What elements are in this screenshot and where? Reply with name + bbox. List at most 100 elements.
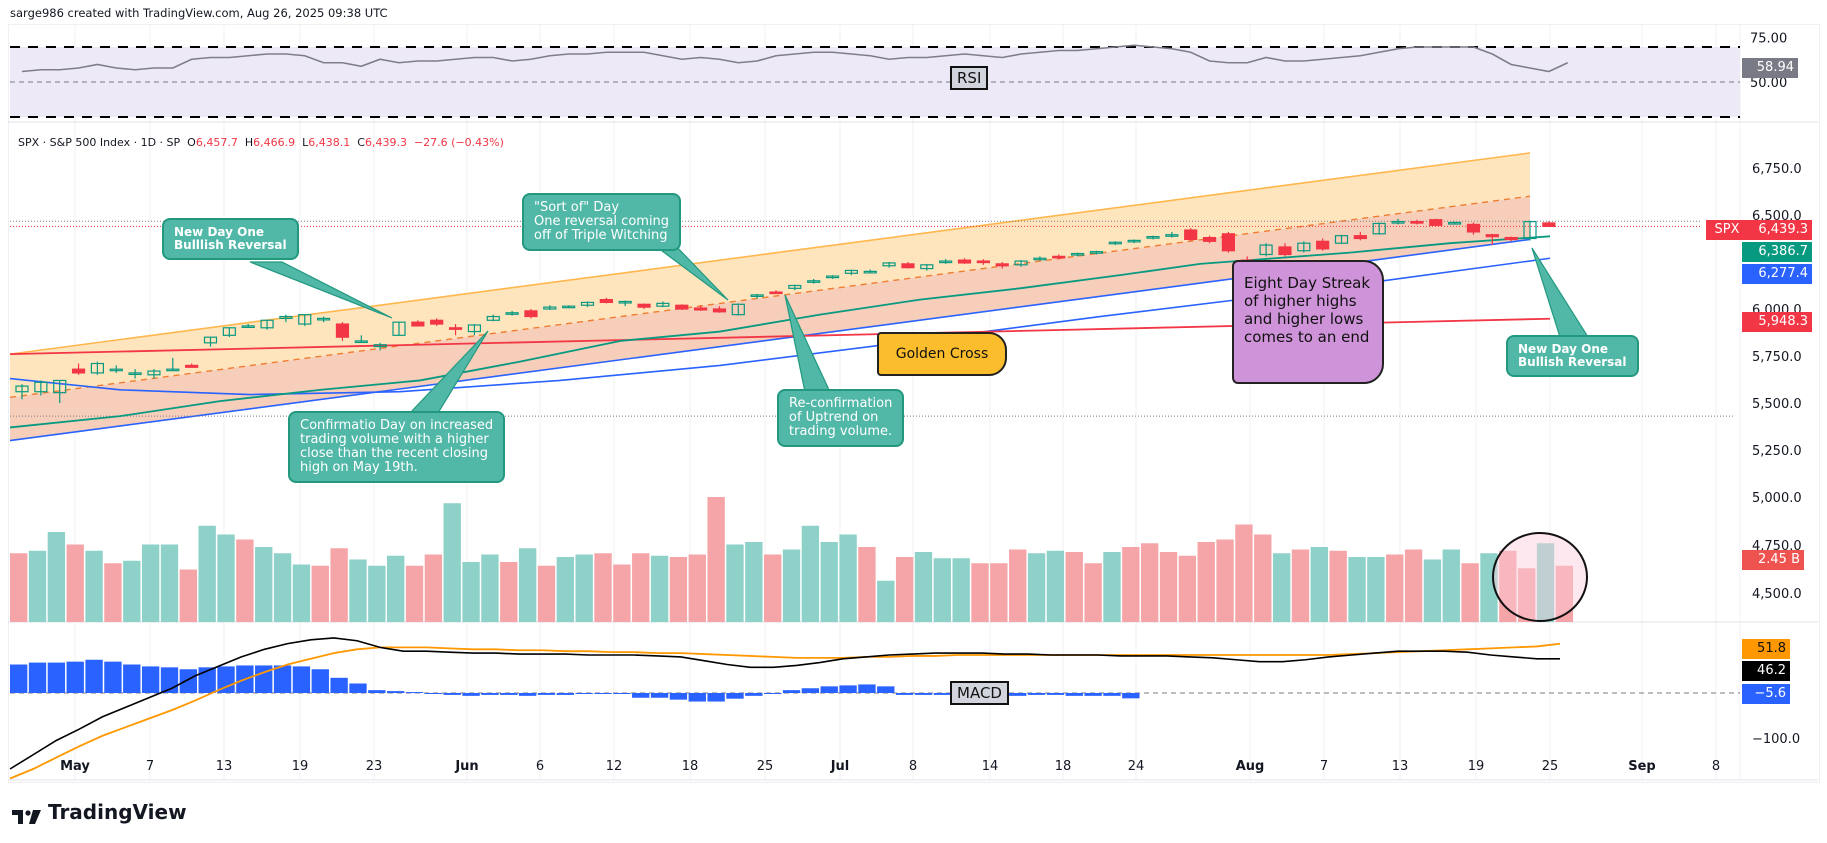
candle [1089, 250, 1104, 255]
candle [1466, 222, 1481, 235]
price-axis-tick: 5,250.0 [1752, 444, 1802, 459]
volume-bar [85, 550, 103, 622]
candle-body [863, 270, 877, 274]
candle-body [203, 336, 218, 344]
candle-body [486, 315, 500, 321]
macd-histogram-bar [481, 693, 499, 695]
volume-bar [1009, 549, 1027, 622]
candle-body [317, 317, 331, 321]
candle-body [241, 325, 255, 329]
candle-body [844, 269, 859, 274]
candle-body [580, 301, 595, 306]
candle [1447, 221, 1462, 225]
volume-bar [1065, 552, 1083, 622]
volume-bar [236, 539, 254, 622]
candle [1485, 233, 1499, 246]
callout-sort-of-day: "Sort of" Day One reversal coming off of… [522, 193, 682, 251]
symbol-tag: SPX [1706, 220, 1748, 240]
high-value: 6,466.9 [253, 136, 296, 149]
volume-bar [764, 554, 782, 622]
time-axis-tick: 8 [909, 759, 917, 774]
price-axis[interactable]: 75.0050.006,750.06,500.06,000.05,750.05,… [1750, 31, 1802, 747]
candle [1184, 228, 1198, 242]
volume-bar [66, 544, 84, 622]
price-axis-tick: 6,750.0 [1752, 162, 1802, 177]
volume-bar [104, 563, 122, 622]
volume-bar [1404, 549, 1423, 622]
candle [392, 321, 406, 336]
candle [260, 319, 274, 330]
rsi-line [21, 44, 1569, 73]
macd-histogram-bar [368, 690, 386, 693]
time-axis[interactable]: May 7 13 19 23 Jun 6 12 18 25 Jul 8 14 18 24 Aug 7 13 19 25… [60, 759, 1720, 774]
volume-bar [575, 554, 593, 622]
candle [693, 305, 708, 311]
volume-bar [1254, 534, 1272, 622]
candle [920, 263, 934, 271]
candle [1127, 239, 1141, 244]
volume-bar [613, 564, 631, 622]
candle [71, 363, 86, 375]
candle-body [448, 327, 463, 330]
candle-body [166, 368, 180, 372]
candle-body [373, 344, 387, 348]
time-axis-tick: 14 [982, 759, 999, 774]
macd-histogram-bar [1065, 693, 1083, 696]
candle [1202, 235, 1217, 244]
volume-bar [500, 562, 518, 622]
volume-bar [292, 564, 311, 622]
candle [1259, 243, 1273, 257]
macd-histogram-bar [85, 659, 103, 693]
candle-body [1146, 236, 1160, 239]
blue-ma-line [9, 257, 1551, 396]
volume-bar [1272, 553, 1291, 622]
macd-histogram-bar [500, 693, 518, 695]
macd-histogram-bar [688, 693, 706, 702]
macd-histogram-bar [914, 693, 933, 695]
macd-histogram-bar [443, 693, 461, 695]
candle [354, 335, 368, 344]
candle-body [562, 305, 576, 309]
candle [1014, 260, 1028, 267]
volume-bar [368, 565, 386, 622]
candle-body [882, 262, 896, 267]
candle [1070, 252, 1085, 257]
lin-blue-tag: 6,277.4 [1742, 264, 1812, 284]
candle [505, 310, 519, 316]
time-axis-tick: 13 [216, 759, 233, 774]
macd-histogram-bar [330, 677, 348, 693]
volume-bar [1235, 524, 1253, 622]
candle [1052, 254, 1066, 260]
candle-body [34, 381, 48, 393]
volume-bar [1423, 559, 1442, 622]
low-value: 6,438.1 [308, 136, 351, 149]
macd-histogram-bar [10, 664, 28, 693]
volume-bar [1442, 549, 1460, 622]
time-axis-tick: Jun [454, 759, 478, 774]
attribution-header: sarge986 created with TradingView.com, A… [10, 6, 388, 20]
volume-bar [933, 558, 951, 622]
volume-bar [518, 548, 537, 622]
tradingview-logo-icon [12, 804, 42, 824]
volume-bar [424, 554, 443, 622]
candle [411, 320, 425, 327]
macd-histogram-bar [726, 693, 744, 699]
highlight-circle [1492, 532, 1588, 622]
candle [1334, 234, 1349, 245]
volume-bar [47, 532, 66, 622]
volume-bar [726, 544, 744, 622]
rsi-axis-tick: 75.00 [1750, 31, 1787, 46]
volume-bar [914, 552, 933, 622]
candle [128, 369, 142, 379]
macd-histogram-bar [801, 688, 820, 693]
time-axis-tick: 19 [292, 759, 309, 774]
volume-bar [198, 525, 216, 622]
macd-histogram-bar [28, 662, 47, 693]
tradingview-logo[interactable]: TradingView [12, 800, 187, 824]
volume-bar [1461, 563, 1479, 622]
candle [807, 278, 821, 284]
volume-tag: 2.45 B [1742, 550, 1804, 570]
candle [882, 262, 896, 268]
candle-body [1504, 236, 1518, 241]
